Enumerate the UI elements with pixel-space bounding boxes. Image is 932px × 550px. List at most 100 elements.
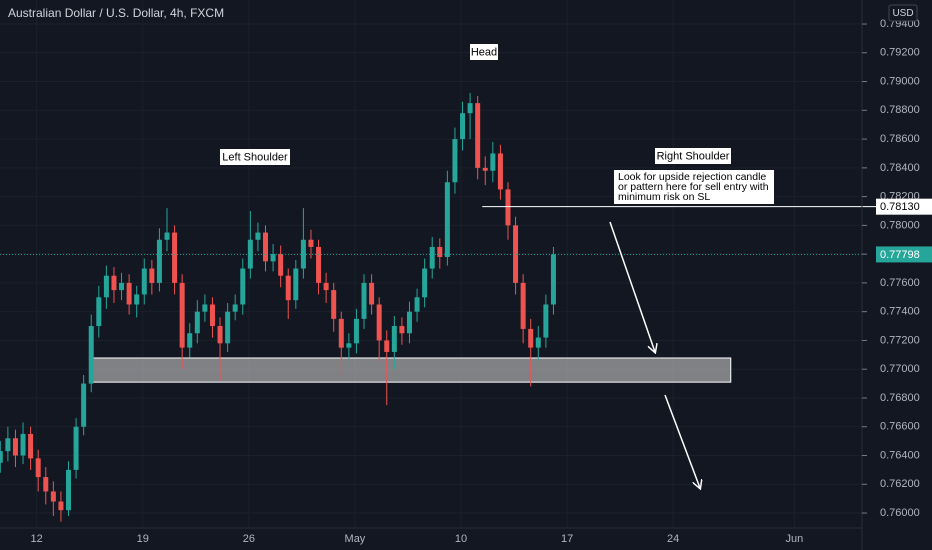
currency: USD [892, 8, 913, 19]
candle-body [0, 451, 3, 463]
y-tick-label: 0.79000 [880, 75, 920, 87]
y-tick-label: 0.76800 [880, 392, 920, 404]
candle-body [88, 326, 94, 384]
candle-body [141, 268, 147, 295]
candle-body [422, 268, 428, 298]
candle-body [550, 254, 556, 305]
candle-body [232, 304, 238, 312]
candle-body [240, 268, 246, 305]
candle-body [5, 438, 11, 452]
x-tick-label: 12 [31, 533, 43, 545]
candle-body [20, 433, 26, 456]
candle-body [65, 469, 71, 511]
y-tick-label: 0.77400 [880, 306, 920, 318]
candle-body [187, 333, 193, 348]
y-tick-label: 0.78600 [880, 133, 920, 145]
candle-body [126, 282, 132, 305]
candle-body [467, 103, 473, 114]
candle-body [520, 282, 526, 329]
candle-body [35, 458, 41, 478]
candle-body [437, 246, 443, 258]
candle-body [323, 282, 329, 291]
y-tick-label: 0.78000 [880, 219, 920, 231]
x-tick-label: 17 [561, 533, 573, 545]
candle-body [149, 268, 155, 283]
candle-body [119, 282, 125, 291]
candle-body [316, 246, 322, 283]
candle-body [194, 311, 200, 334]
plot [0, 93, 876, 522]
candle-body [346, 343, 352, 348]
candle-body [28, 433, 34, 459]
candle-body [376, 304, 382, 341]
candle-body [528, 328, 534, 348]
candle-body [391, 326, 397, 352]
last-price-label: 0.77798 [880, 249, 920, 261]
candle-body [247, 239, 253, 269]
candle-body [50, 491, 56, 502]
candle-body [331, 290, 337, 319]
candle-body [308, 239, 314, 247]
candle-body [81, 383, 87, 427]
candle-body [353, 318, 359, 344]
candle-body [475, 103, 481, 168]
candle-body [543, 304, 549, 338]
candle-body [270, 254, 276, 262]
candle-body [414, 297, 420, 312]
note-line: Look for upside rejection candle [618, 171, 766, 183]
x-tick-label: 24 [667, 533, 679, 545]
candle-body [225, 311, 231, 344]
y-tick-label: 0.79200 [880, 47, 920, 59]
y-tick-label: 0.78800 [880, 104, 920, 116]
y-tick-label: 0.77600 [880, 277, 920, 289]
candle-body [285, 275, 291, 301]
y-tick-label: 0.76000 [880, 507, 920, 519]
x-tick-label: May [345, 533, 366, 545]
candle-body [111, 275, 117, 291]
x-tick-label: 19 [137, 533, 149, 545]
note-line: or pattern here for sell entry with [618, 181, 769, 193]
candle-body [73, 426, 79, 470]
level-box [876, 198, 932, 215]
label-box [220, 149, 290, 165]
x-tick-label: Jun [786, 533, 804, 545]
candle-body [513, 225, 519, 283]
candle-body [263, 232, 269, 262]
candle-body [452, 139, 458, 183]
y-tick-label: 0.76200 [880, 478, 920, 490]
candle-body [361, 282, 367, 319]
candle-body [134, 294, 140, 305]
candle-body [255, 232, 261, 240]
candle-body [460, 113, 466, 140]
candle-body [58, 501, 64, 511]
label-box [470, 44, 498, 60]
arrow [664, 394, 700, 488]
candle-body [338, 318, 344, 348]
candle-body [156, 239, 162, 283]
candle-body [172, 232, 178, 283]
candle-body [384, 340, 390, 352]
axis: 0.76000 0.76200 0.76400 0.76600 0.76800 0.770… [31, 18, 932, 545]
candle-body [406, 311, 412, 334]
candle-body [399, 326, 405, 334]
candle-body [444, 182, 450, 258]
head-label: Head [471, 46, 497, 58]
candle-body [43, 477, 49, 492]
arrow [609, 221, 655, 352]
y-tick-label: 0.78400 [880, 162, 920, 174]
candle-body [482, 167, 488, 171]
chart-title: Australian Dollar / U.S. Dollar, 4h, FXC… [8, 6, 224, 20]
candle-body [369, 282, 375, 305]
left-shoulder-label: Left Shoulder [222, 151, 288, 163]
x-tick-label: 10 [455, 533, 467, 545]
candle-body [497, 153, 503, 190]
candle-body [179, 282, 185, 348]
label-box [655, 148, 731, 164]
candle-body [505, 189, 511, 226]
right-shoulder-label: Right Shoulder [657, 150, 730, 162]
support-zone [89, 357, 732, 383]
candle-body [202, 304, 208, 312]
note-line: minimum risk on SL [618, 191, 710, 203]
